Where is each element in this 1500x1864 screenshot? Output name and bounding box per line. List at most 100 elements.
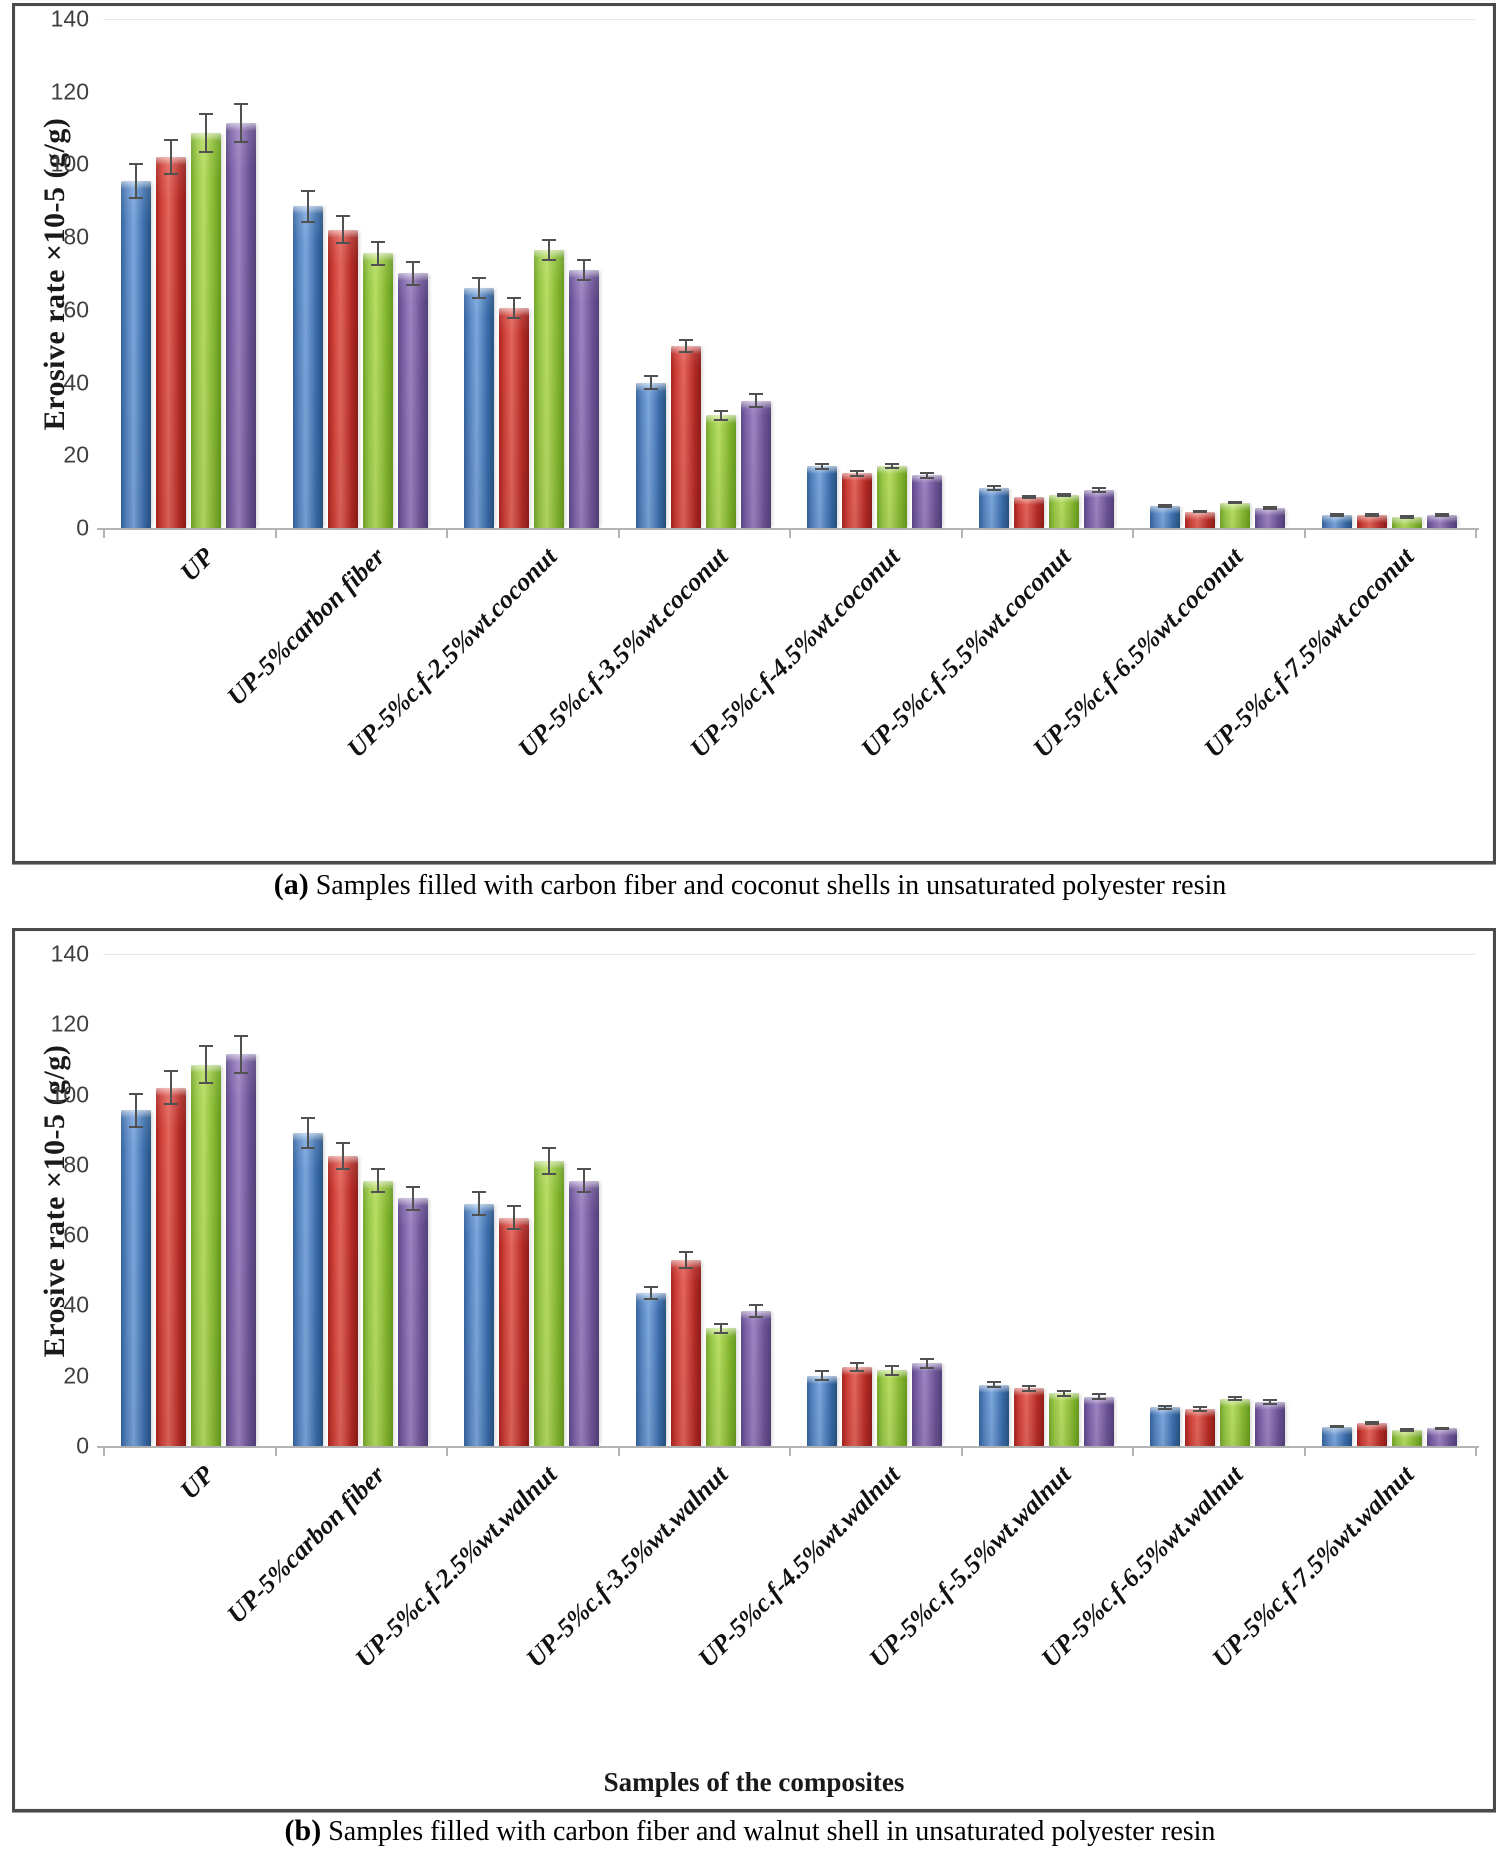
y-tick-label: 140 (50, 940, 89, 967)
x-axis-tick (1475, 1448, 1477, 1456)
error-bar (233, 102, 249, 143)
bar (1048, 1393, 1079, 1446)
bar (705, 415, 736, 528)
error-bar (471, 277, 487, 299)
bar (705, 1328, 736, 1446)
bar (670, 346, 701, 528)
error-bar (986, 485, 1002, 491)
error-bar (814, 462, 830, 470)
caption-a-label: (a) (273, 868, 309, 901)
x-category-label: UP-5%carbon fiber (221, 1460, 391, 1630)
x-category-label: UP-5%c.f-7.5%wt.coconut (1198, 542, 1420, 764)
error-bar (1091, 486, 1107, 493)
error-bar (1192, 1406, 1208, 1412)
x-category-label: UP-5%c.f-3.5%wt.walnut (520, 1460, 734, 1674)
y-tick-label: 20 (63, 441, 89, 468)
y-tick-label: 120 (50, 1010, 89, 1037)
bar (1255, 1402, 1286, 1446)
error-bar (1399, 1428, 1415, 1432)
caption-b-label: (b) (284, 1814, 322, 1847)
chart-b-plot-area: 0 20 40 60 80 100 120 140 UP UP-5%carbon fiber UP-… (15, 931, 1493, 1809)
error-bar (678, 1250, 694, 1269)
bar (1356, 1423, 1387, 1446)
x-axis-tick (789, 1448, 791, 1456)
error-bar (1329, 513, 1345, 518)
error-bar (471, 1191, 487, 1216)
error-bar (1056, 1389, 1072, 1397)
bar (1013, 1388, 1044, 1446)
error-bar (1227, 1395, 1243, 1402)
error-bar (1157, 504, 1173, 508)
error-bar (748, 1303, 764, 1318)
error-bar (1434, 513, 1450, 518)
bar (327, 229, 358, 529)
error-bar (919, 1358, 935, 1369)
x-axis-tick (960, 530, 963, 538)
x-category-label: UP-5%carbon fiber (221, 542, 391, 712)
y-tick-label: 60 (63, 1221, 89, 1248)
bar (807, 466, 838, 528)
error-bar (198, 1045, 214, 1085)
error-bar (405, 260, 421, 287)
error-bar (1262, 506, 1278, 510)
bar (191, 1064, 222, 1447)
error-bar (506, 1205, 522, 1230)
x-axis-tick (1475, 530, 1477, 538)
error-bar (1157, 1404, 1173, 1411)
x-axis-tick (1303, 1448, 1306, 1456)
error-bar (643, 1286, 659, 1301)
y-tick-label: 140 (50, 5, 89, 32)
x-axis-tick (789, 530, 791, 538)
x-category-label: UP-5%c.f-3.5%wt.coconut (512, 542, 734, 764)
error-bar (1329, 1424, 1345, 1429)
error-bar (163, 1070, 179, 1106)
bar (740, 400, 771, 529)
bar (464, 288, 495, 528)
error-bar (233, 1034, 249, 1074)
error-bar (1192, 509, 1208, 514)
bar (912, 475, 943, 528)
bar (912, 1363, 943, 1446)
error-bar (1021, 1384, 1037, 1392)
y-tick-label: 80 (63, 223, 89, 250)
x-axis-tick (446, 530, 448, 538)
bar (1391, 1430, 1422, 1446)
error-bar (128, 162, 144, 199)
error-bar (1399, 515, 1415, 519)
error-bar (198, 113, 214, 154)
bar (1321, 1426, 1352, 1447)
bar (569, 1180, 600, 1447)
bar (226, 122, 257, 529)
x-category-label: UP-5%c.f-6.5%wt.coconut (1027, 542, 1249, 764)
error-bar (1227, 500, 1243, 505)
x-category-label: UP-5%c.f-5.5%wt.walnut (863, 1460, 1077, 1674)
x-category-label: UP-5%c.f-5.5%wt.coconut (855, 542, 1077, 764)
bar (1185, 1409, 1216, 1446)
y-tick-label: 20 (63, 1362, 89, 1389)
error-bar (300, 189, 316, 223)
error-bar (1364, 513, 1380, 518)
bar (397, 273, 428, 528)
error-bar (1262, 1399, 1278, 1405)
caption-a: (a) Samples filled with carbon fiber and… (0, 868, 1500, 902)
bar (1083, 1396, 1114, 1447)
bar (1083, 489, 1114, 529)
x-axis-tick (1132, 1448, 1134, 1456)
bar (1013, 497, 1044, 528)
caption-b-text: Samples filled with carbon fiber and wal… (328, 1816, 1216, 1847)
bar (978, 488, 1009, 528)
y-tick-label: 60 (63, 296, 89, 323)
bar (121, 1110, 152, 1446)
error-bar (849, 469, 865, 478)
bar (156, 157, 187, 528)
y-tick-label: 120 (50, 78, 89, 105)
error-bar (335, 1142, 351, 1171)
chart-b-frame: Erosive rate ×10-5 (g/g) 0 20 40 60 80 100 120… (12, 928, 1496, 1812)
x-axis-tick (103, 1448, 105, 1456)
bar (534, 249, 565, 529)
error-bar (1364, 1421, 1380, 1425)
chart-a-plot-area: 0 20 40 60 80 100 120 140 UP UP-5%carbon fiber UP-… (15, 5, 1493, 861)
gridline-top (103, 18, 1475, 20)
bar (670, 1259, 701, 1447)
x-category-label: UP-5%c.f-4.5%wt.walnut (692, 1460, 906, 1674)
